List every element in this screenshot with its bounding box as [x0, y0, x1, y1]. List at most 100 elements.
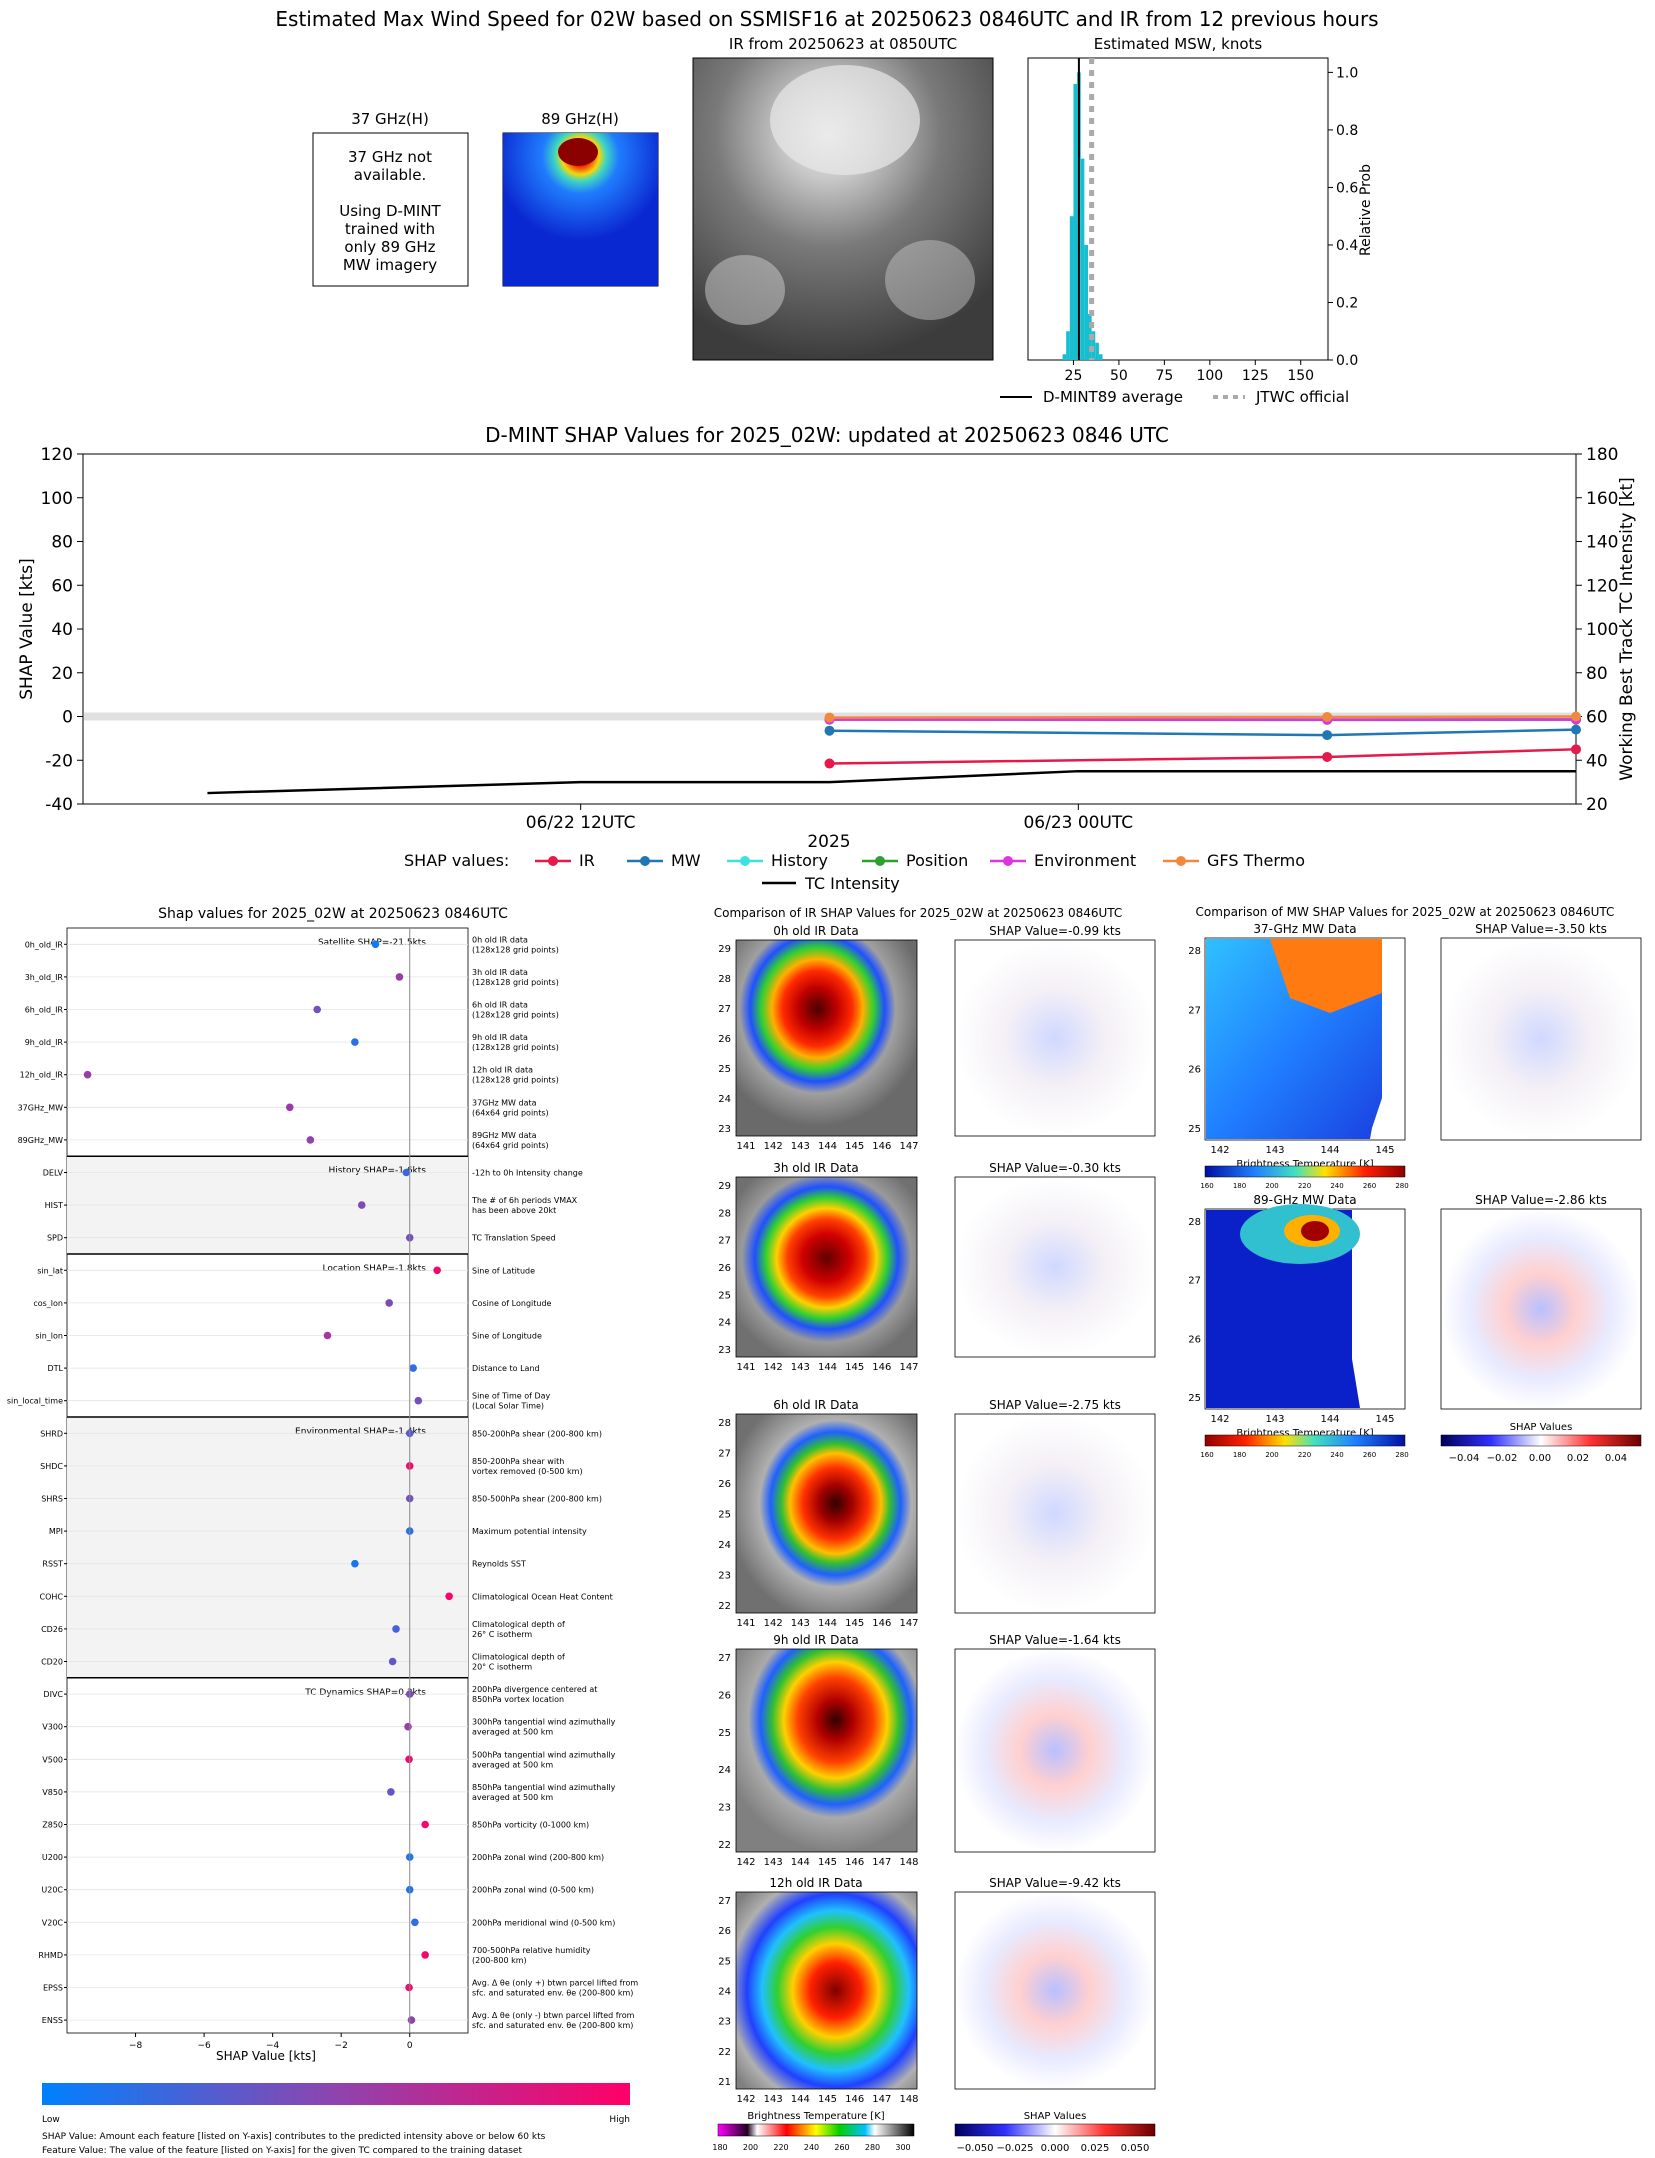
ts-y2tick-label: 100	[1586, 620, 1618, 640]
ir-panel-image	[735, 1176, 918, 1358]
feature-name: DIVC	[43, 1690, 63, 1699]
feature-description: Avg. Δ θe (only -) btwn parcel lifted fr…	[472, 2011, 635, 2020]
ir-temp-colorbar-label: Brightness Temperature [K]	[747, 2111, 884, 2122]
group-label: History SHAP=-1.6kts	[329, 1166, 427, 1176]
legend-environment-label: Environment	[1034, 851, 1136, 870]
panel37-message-line: trained with	[345, 220, 435, 238]
feature-name: V850	[42, 1788, 63, 1797]
ir-panel-image	[735, 1413, 918, 1614]
ts-y2tick-label: 120	[1586, 576, 1618, 596]
feature-description: (128x128 grid points)	[472, 1076, 559, 1085]
feature-name: Z850	[42, 1821, 63, 1830]
mw-shap-title: SHAP Value=-3.50 kts	[1475, 922, 1607, 936]
feature-name: SHDC	[40, 1462, 63, 1471]
hist-ytick-label: 0.4	[1336, 238, 1358, 254]
ir-panel-title: 9h old IR Data	[773, 1633, 859, 1647]
feature-name: 6h_old_IR	[25, 1006, 64, 1015]
hist-bar	[1066, 331, 1070, 360]
feature-shap-point	[387, 1788, 395, 1796]
feature-description: 6h old IR data	[472, 1001, 528, 1010]
ir-panel-xtick: 144	[818, 1618, 837, 1629]
ir-panel-image	[735, 939, 918, 1137]
mw-temp-cbar-tick: 180	[1233, 1182, 1246, 1190]
mw-panel-ytick: 28	[1188, 1217, 1201, 1228]
ir-shap-title: SHAP Value=-1.64 kts	[989, 1633, 1121, 1647]
ir-panel-ytick: 29	[718, 1181, 731, 1192]
feature-name: CD26	[41, 1625, 63, 1634]
feature-description: Sine of Longitude	[472, 1332, 542, 1341]
ir-panel-xtick: 144	[791, 2094, 810, 2105]
hist-xtick-label: 25	[1065, 368, 1083, 384]
feature-description: 850-200hPa shear with	[472, 1457, 564, 1466]
mw-temp-cbar-tick: 160	[1200, 1451, 1213, 1459]
feature-description: 3h old IR data	[472, 968, 528, 977]
ir-shap-colorbar	[954, 2123, 1156, 2137]
feature-description: 12h old IR data	[472, 1066, 533, 1075]
mw-cbar-label: Brightness Temperature [K]	[1236, 1159, 1373, 1170]
feature-name: 3h_old_IR	[25, 973, 64, 982]
ir-panel-ytick: 26	[718, 1034, 731, 1045]
beeswarm-xtick-label: 0	[407, 2041, 413, 2051]
ts-ytick-label: -40	[45, 795, 73, 815]
mw-panel-xtick: 143	[1265, 1145, 1284, 1156]
group-label: Location SHAP=-1.8kts	[322, 1264, 426, 1274]
timeseries-marks: -40 -20 0 20 40 60 80 100 120 20 40 60 80 100 120 140 16…	[41, 445, 1619, 833]
ir-panel-xtick: 145	[818, 1857, 837, 1868]
mw-temp-cbar-tick: 220	[1298, 1451, 1311, 1459]
feature-description: 9h old IR data	[472, 1033, 528, 1042]
feature-description: (64x64 grid points)	[472, 1141, 549, 1150]
feature-description: averaged at 500 km	[472, 1793, 553, 1802]
hist-bar	[1084, 244, 1088, 360]
mw-temp-cbar-tick: 160	[1200, 1182, 1213, 1190]
ir-panel-title: 12h old IR Data	[769, 1876, 862, 1890]
mw-panel-xtick: 142	[1210, 1414, 1229, 1425]
feature-name: CD20	[41, 1658, 63, 1667]
ir-panel-ytick: 22	[718, 2047, 731, 2058]
feature-shap-point	[371, 940, 380, 949]
timeseries-xlabel: 2025	[807, 832, 850, 852]
mw-panel-title: 37-GHz MW Data	[1253, 922, 1356, 936]
legend-position-label: Position	[906, 851, 968, 870]
legend-mw-marker	[640, 856, 650, 866]
mw-shap-title: SHAP Value=-2.86 kts	[1475, 1193, 1607, 1207]
ir-shap-cbar-tick: −0.050	[956, 2143, 993, 2154]
hist-bar	[1069, 216, 1074, 360]
feature-shap-point	[402, 1168, 411, 1177]
feature-shap-point	[433, 1266, 441, 1275]
ts-ytick-label: 60	[51, 576, 73, 596]
feature-name: 12h_old_IR	[20, 1071, 64, 1080]
ts-ytick-label: 20	[51, 664, 73, 684]
ir-panel-ytick: 23	[718, 2017, 731, 2028]
ir-panel-ytick: 25	[718, 1728, 731, 1739]
ir-panel-xtick: 145	[845, 1141, 864, 1152]
feature-name: sin_lat	[37, 1266, 63, 1275]
ir-comparison-title: Comparison of IR SHAP Values for 2025_02…	[714, 906, 1123, 920]
hist-ytick-label: 0.6	[1336, 180, 1358, 196]
feature-name: COHC	[40, 1592, 64, 1601]
ir-panel-ytick: 28	[718, 1418, 731, 1429]
feature-name: ENSS	[42, 2016, 63, 2025]
feature-description: 37GHz MW data	[472, 1098, 537, 1107]
feature-shap-point	[414, 1396, 423, 1405]
group-shade	[67, 1417, 468, 1678]
ir-panel-xtick: 148	[899, 1857, 918, 1868]
mw-panel-ytick: 27	[1188, 1005, 1201, 1016]
mw-shap-colorbar	[1440, 1434, 1642, 1447]
legend-environment-marker	[1003, 856, 1013, 866]
feature-description: 850hPa vorticity (0-1000 km)	[472, 1821, 589, 1830]
feature-name: sin_local_time	[7, 1397, 63, 1406]
series-ir-point	[824, 758, 835, 769]
ir-panel-ytick: 28	[718, 974, 731, 985]
ir-panel-ytick: 23	[718, 1345, 731, 1356]
ts-ytick-label: 100	[41, 489, 73, 509]
feature-description: (128x128 grid points)	[472, 1011, 559, 1020]
mw-temp-cbar-tick: 240	[1330, 1182, 1343, 1190]
mw-panel-ytick: 27	[1188, 1276, 1201, 1287]
ir-shap-map	[954, 1648, 1156, 1853]
ts-xtick-label: 06/23 00UTC	[1023, 813, 1133, 833]
hist-bar	[1095, 342, 1099, 360]
ir-panel-ytick: 24	[718, 1540, 731, 1551]
feature-shap-point	[351, 1559, 359, 1568]
panel89-title: 89 GHz(H)	[541, 110, 619, 128]
